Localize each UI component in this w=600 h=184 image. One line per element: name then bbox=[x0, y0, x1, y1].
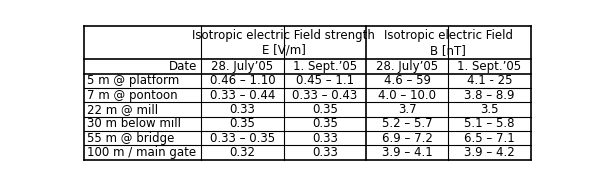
Text: 3.9 – 4.1: 3.9 – 4.1 bbox=[382, 146, 433, 159]
Text: 4.1 - 25: 4.1 - 25 bbox=[467, 74, 512, 87]
Text: 0.35: 0.35 bbox=[312, 117, 338, 130]
Text: 0.45 – 1.1: 0.45 – 1.1 bbox=[296, 74, 354, 87]
Text: 6.9 – 7.2: 6.9 – 7.2 bbox=[382, 132, 433, 144]
Text: 0.33: 0.33 bbox=[312, 132, 338, 144]
Text: 5.2 – 5.7: 5.2 – 5.7 bbox=[382, 117, 433, 130]
Text: Isotropic electric Field
B [nT]: Isotropic electric Field B [nT] bbox=[384, 29, 513, 57]
Text: 0.33 – 0.35: 0.33 – 0.35 bbox=[210, 132, 275, 144]
Text: 0.33: 0.33 bbox=[312, 146, 338, 159]
Text: 6.5 – 7.1: 6.5 – 7.1 bbox=[464, 132, 515, 144]
Text: 100 m / main gate: 100 m / main gate bbox=[87, 146, 196, 159]
Text: 0.32: 0.32 bbox=[229, 146, 256, 159]
Text: 3.9 – 4.2: 3.9 – 4.2 bbox=[464, 146, 515, 159]
Text: 3.8 – 8.9: 3.8 – 8.9 bbox=[464, 89, 515, 102]
Text: 5 m @ platform: 5 m @ platform bbox=[87, 74, 179, 87]
Text: 4.6 – 59: 4.6 – 59 bbox=[383, 74, 431, 87]
Text: 0.33 – 0.43: 0.33 – 0.43 bbox=[292, 89, 358, 102]
Text: 3.5: 3.5 bbox=[480, 103, 499, 116]
Text: 0.33: 0.33 bbox=[229, 103, 256, 116]
Text: 0.33 – 0.44: 0.33 – 0.44 bbox=[210, 89, 275, 102]
Text: 1. Sept.’05: 1. Sept.’05 bbox=[293, 60, 357, 73]
Text: 1. Sept.’05: 1. Sept.’05 bbox=[457, 60, 521, 73]
Text: 5.1 – 5.8: 5.1 – 5.8 bbox=[464, 117, 515, 130]
Text: 3.7: 3.7 bbox=[398, 103, 416, 116]
Text: 7 m @ pontoon: 7 m @ pontoon bbox=[87, 89, 178, 102]
Text: 30 m below mill: 30 m below mill bbox=[87, 117, 181, 130]
Text: 55 m @ bridge: 55 m @ bridge bbox=[87, 132, 175, 144]
Text: 0.35: 0.35 bbox=[312, 103, 338, 116]
Text: Date: Date bbox=[169, 60, 197, 73]
Text: 28. July’05: 28. July’05 bbox=[376, 60, 438, 73]
Text: Isotropic electric Field strength
E [V/m]: Isotropic electric Field strength E [V/m… bbox=[192, 29, 375, 57]
Text: 4.0 – 10.0: 4.0 – 10.0 bbox=[378, 89, 436, 102]
Text: 0.35: 0.35 bbox=[229, 117, 256, 130]
Text: 28. July’05: 28. July’05 bbox=[211, 60, 274, 73]
Text: 22 m @ mill: 22 m @ mill bbox=[87, 103, 158, 116]
Text: 0.46 – 1.10: 0.46 – 1.10 bbox=[209, 74, 275, 87]
